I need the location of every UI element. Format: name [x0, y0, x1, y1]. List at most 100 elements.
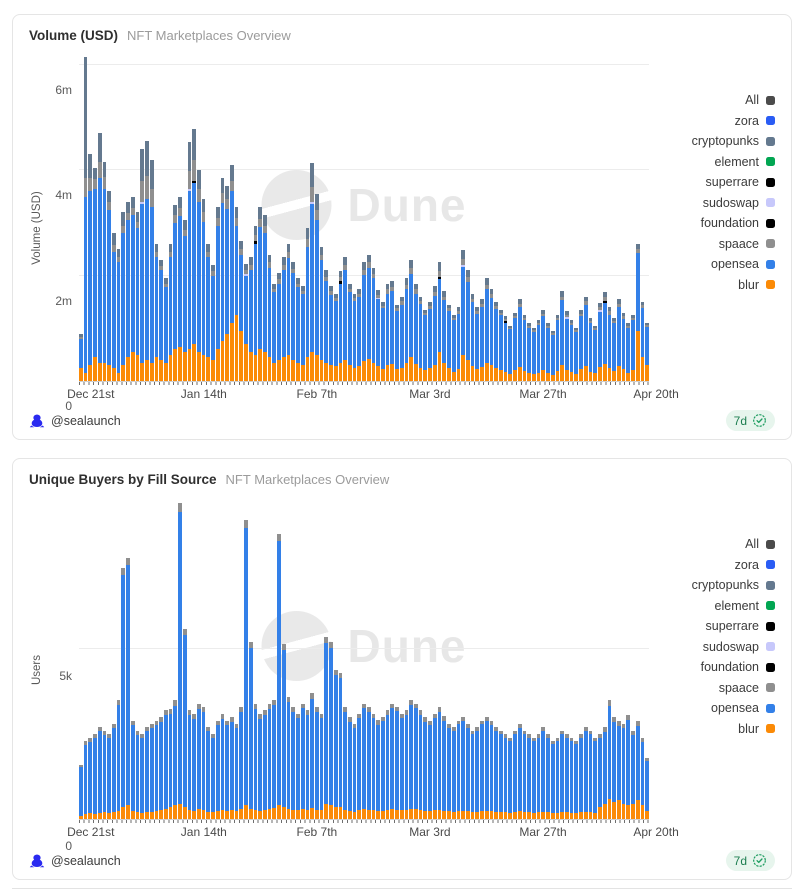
legend-item-blur[interactable]: blur	[649, 722, 775, 736]
bar[interactable]	[239, 706, 244, 819]
bar[interactable]	[329, 642, 333, 819]
bar[interactable]	[541, 309, 546, 381]
bar[interactable]	[347, 717, 352, 819]
bar[interactable]	[258, 713, 263, 819]
bar[interactable]	[244, 263, 248, 381]
bar[interactable]	[602, 727, 607, 819]
bar[interactable]	[579, 309, 583, 381]
bar[interactable]	[555, 737, 560, 819]
bar[interactable]	[503, 316, 508, 381]
bar[interactable]	[550, 740, 555, 819]
bar[interactable]	[192, 713, 196, 819]
bar[interactable]	[404, 278, 409, 381]
bar[interactable]	[234, 723, 239, 819]
bars[interactable]	[79, 493, 649, 819]
bar[interactable]	[173, 700, 178, 819]
bar[interactable]	[645, 323, 649, 381]
bar[interactable]	[409, 700, 414, 819]
bar[interactable]	[414, 283, 418, 381]
bar[interactable]	[503, 734, 508, 819]
legend-item-cryptopunks[interactable]: cryptopunks	[649, 578, 775, 592]
bar[interactable]	[112, 233, 116, 381]
bar[interactable]	[395, 304, 399, 381]
legend-item-zora[interactable]: zora	[649, 558, 775, 572]
bar[interactable]	[381, 717, 385, 819]
bar[interactable]	[569, 320, 574, 381]
bar[interactable]	[465, 270, 470, 381]
bar[interactable]	[409, 259, 414, 381]
bar[interactable]	[560, 730, 565, 819]
bar[interactable]	[140, 734, 145, 819]
bar[interactable]	[428, 720, 432, 819]
author-link[interactable]: @sealaunch	[29, 853, 121, 869]
bar[interactable]	[399, 713, 404, 819]
bar[interactable]	[447, 304, 451, 381]
legend-item-cryptopunks[interactable]: cryptopunks	[649, 134, 775, 148]
bar[interactable]	[371, 267, 376, 381]
bar[interactable]	[451, 315, 456, 381]
bar[interactable]	[163, 710, 168, 819]
bar[interactable]	[475, 727, 480, 819]
bar[interactable]	[154, 244, 159, 381]
bar[interactable]	[508, 325, 513, 381]
bar[interactable]	[470, 730, 475, 819]
bar[interactable]	[107, 734, 112, 819]
bar[interactable]	[550, 330, 555, 381]
bar[interactable]	[546, 734, 550, 819]
legend-item-spaace[interactable]: spaace	[649, 237, 775, 251]
bar[interactable]	[206, 727, 211, 819]
bars[interactable]	[79, 49, 649, 381]
bar[interactable]	[154, 720, 159, 819]
bar[interactable]	[621, 312, 626, 381]
refresh-badge[interactable]: 7d	[725, 850, 775, 871]
bar[interactable]	[187, 141, 192, 381]
legend-item-sudoswap[interactable]: sudoswap	[649, 640, 775, 654]
bar[interactable]	[263, 215, 267, 381]
bar[interactable]	[456, 307, 461, 381]
bar[interactable]	[116, 249, 121, 381]
bar[interactable]	[376, 720, 380, 819]
bar[interactable]	[442, 716, 447, 819]
bar[interactable]	[196, 170, 201, 381]
bar[interactable]	[121, 567, 126, 819]
bar[interactable]	[201, 706, 206, 819]
bar[interactable]	[178, 503, 182, 819]
bar[interactable]	[225, 720, 229, 819]
bar[interactable]	[97, 727, 102, 819]
bar[interactable]	[616, 720, 621, 819]
bar[interactable]	[234, 207, 239, 381]
bar[interactable]	[130, 720, 135, 819]
bar[interactable]	[88, 154, 93, 381]
legend-item-sudoswap[interactable]: sudoswap	[649, 196, 775, 210]
bar[interactable]	[248, 642, 253, 819]
bar[interactable]	[215, 207, 220, 381]
bar[interactable]	[220, 713, 225, 819]
bar[interactable]	[149, 159, 154, 381]
bar[interactable]	[88, 737, 93, 819]
bar[interactable]	[626, 715, 631, 819]
bar[interactable]	[79, 764, 83, 819]
bar[interactable]	[494, 727, 498, 819]
bar[interactable]	[168, 708, 173, 819]
bar[interactable]	[310, 693, 314, 819]
bar[interactable]	[583, 727, 588, 819]
legend-item-foundation[interactable]: foundation	[649, 216, 775, 230]
bar[interactable]	[423, 717, 428, 819]
bar[interactable]	[555, 315, 560, 381]
bar[interactable]	[470, 294, 475, 381]
bar[interactable]	[546, 323, 550, 381]
bar[interactable]	[390, 703, 395, 819]
bar[interactable]	[97, 133, 102, 381]
bar[interactable]	[272, 700, 277, 819]
bar[interactable]	[296, 278, 300, 381]
bar[interactable]	[225, 186, 229, 381]
bar[interactable]	[79, 333, 83, 381]
bar[interactable]	[362, 703, 366, 819]
bar[interactable]	[593, 325, 598, 381]
bar[interactable]	[593, 737, 598, 819]
bar[interactable]	[432, 286, 437, 381]
bar[interactable]	[612, 717, 616, 819]
bar[interactable]	[159, 717, 163, 819]
bar[interactable]	[338, 270, 343, 381]
bar[interactable]	[277, 273, 281, 381]
